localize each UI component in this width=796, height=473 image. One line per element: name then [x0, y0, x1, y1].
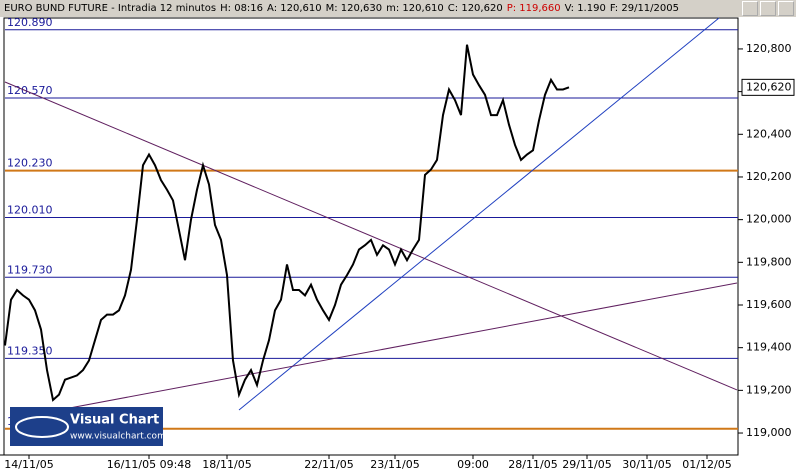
y-tick-label: 119,800: [746, 255, 792, 268]
x-tick-label: 29/11/05: [562, 458, 611, 471]
y-tick-label: 120,800: [746, 42, 792, 55]
close-button[interactable]: [778, 1, 794, 16]
title-item: M: 120,630: [325, 3, 383, 14]
title-item: m: 120,610: [386, 3, 444, 14]
price-line: [4, 44, 570, 402]
y-tick-label: 119,600: [746, 298, 792, 311]
y-tick-label: 120,400: [746, 127, 792, 140]
x-tick-label: 22/11/05: [304, 458, 353, 471]
y-tick-label: 120,000: [746, 213, 792, 226]
title-item: F: 29/11/2005: [609, 3, 679, 14]
logo-swoosh: [15, 416, 69, 438]
title-item: C: 120,620: [447, 3, 503, 14]
level-label: 120.010: [7, 204, 53, 217]
logo-box: [10, 407, 163, 446]
level-label: 120.230: [7, 157, 53, 170]
trendline: [4, 81, 738, 391]
x-tick-label: 16/11/05 09:48: [107, 458, 192, 471]
logo-title: Visual Chart: [70, 413, 159, 428]
logo-url: www.visualchart.com: [70, 432, 166, 442]
x-tick-label: 09:00: [457, 458, 489, 471]
level-label: 119.350: [7, 344, 53, 357]
window-buttons: [742, 1, 794, 16]
title-item: A: 120,610: [267, 3, 322, 14]
title-item: V: 1.190: [564, 3, 606, 14]
x-tick-label: 01/12/05: [682, 458, 731, 471]
title-item: P: 119,660: [506, 3, 561, 14]
title-bar: EURO BUND FUTURE - Intradia 12 minutos H:…: [0, 0, 796, 17]
y-tick-label: 119,400: [746, 341, 792, 354]
x-tick-label: 28/11/05: [508, 458, 557, 471]
maximize-button[interactable]: [760, 1, 776, 16]
last-price-label: 120,620: [746, 80, 792, 93]
x-tick-label: 18/11/05: [202, 458, 251, 471]
y-tick-label: 119,200: [746, 383, 792, 396]
title-item: H: 08:16: [220, 3, 264, 14]
x-tick-label: 14/11/05: [4, 458, 53, 471]
logo: Visual Chart www.visualchart.com: [10, 407, 166, 446]
x-tick-label: 23/11/05: [370, 458, 419, 471]
y-tick-label: 120,200: [746, 170, 792, 183]
level-label: 120.890: [7, 17, 53, 29]
chart: 120.890120.570120.230120.010119.730119.3…: [0, 17, 796, 473]
minimize-button[interactable]: [742, 1, 758, 16]
y-tick-label: 119,000: [746, 426, 792, 439]
trendline: [58, 282, 738, 411]
last-price-box: [741, 78, 795, 96]
trendline: [238, 17, 720, 411]
level-label: 119.730: [7, 263, 53, 276]
title-item: EURO BUND FUTURE - Intradia 12 minutos: [4, 3, 217, 14]
x-tick-label: 30/11/05: [622, 458, 671, 471]
